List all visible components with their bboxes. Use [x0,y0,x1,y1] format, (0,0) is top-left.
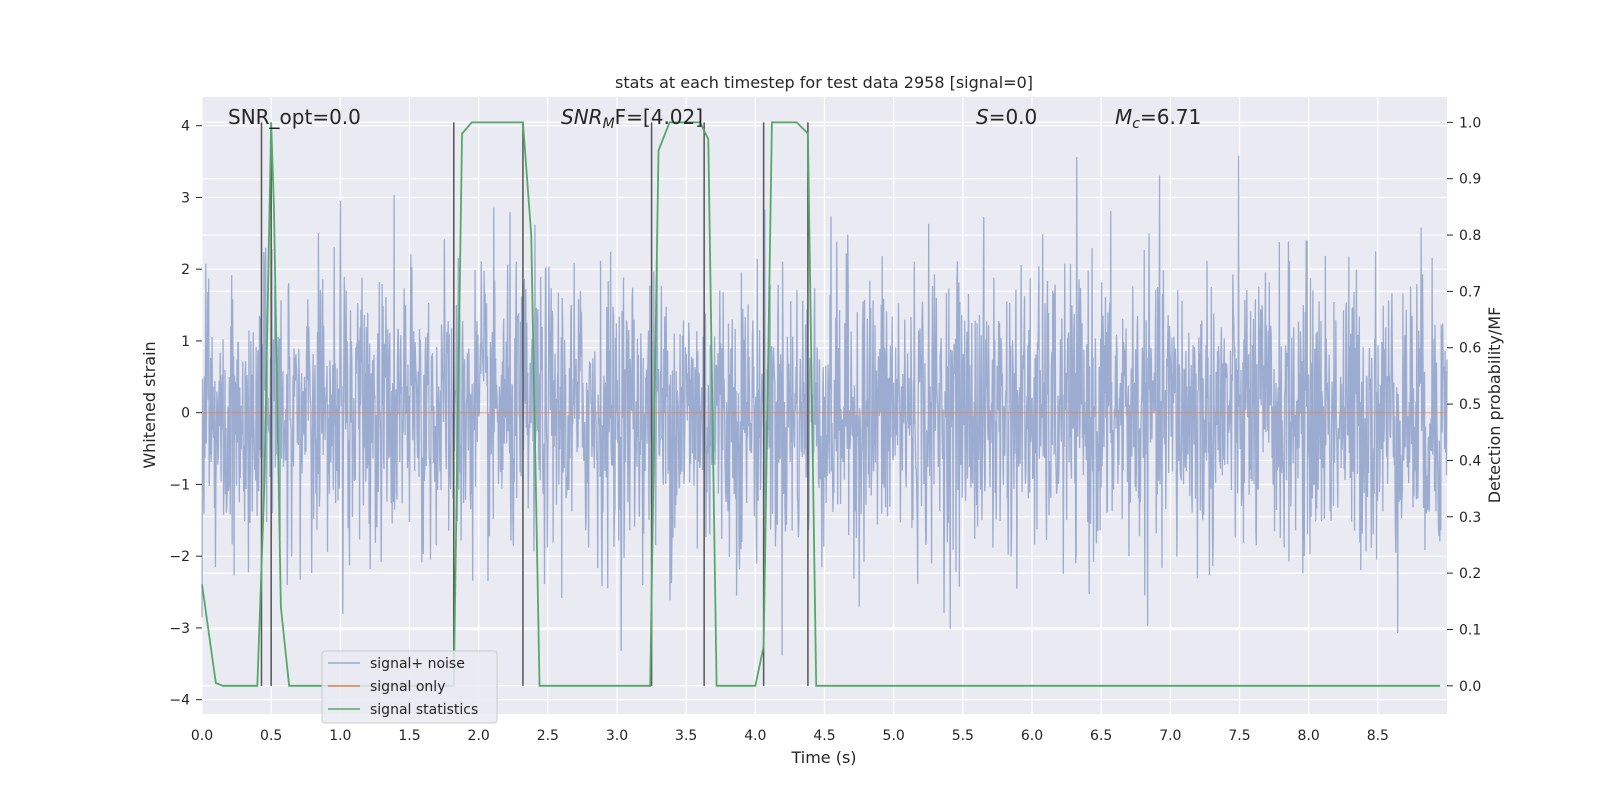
x-tick-label: 3.5 [675,728,697,744]
annotation-snr-mf-rest: F=[4.02] [615,105,703,129]
annotation-mc-rest: =6.71 [1140,105,1201,129]
y-right-tick-labels: 1.0 0.9 0.8 0.7 0.6 0.5 0.4 0.3 0.2 0.1 0.0 [1447,115,1481,695]
chart-title: stats at each timestep for test data 295… [615,73,1033,92]
vertical-markers [260,122,809,686]
x-tick-label: 0.0 [191,728,213,744]
y-right-tick-label: 0.0 [1459,679,1481,695]
x-tick-label: 0.5 [260,728,282,744]
annotation-mc: Mc=6.71 [1115,105,1201,132]
x-tick-label: 7.5 [1228,728,1250,744]
annotation-snr-opt: SNR_opt=0.0 [228,105,361,129]
y-tick-labels: 4 3 2 1 0 −1 −2 −3 −4 [169,119,202,709]
y-right-tick-label: 0.1 [1459,622,1481,638]
legend-label-signal-statistics: signal statistics [370,702,478,718]
x-tick-label: 4.0 [744,728,766,744]
y-right-tick-label: 0.5 [1459,397,1481,413]
x-tick-label: 7.0 [1159,728,1181,744]
y-tick-label: −1 [169,477,190,493]
x-tick-label: 4.5 [813,728,835,744]
y-tick-label: 0 [181,406,190,422]
annotation-s-rest: =0.0 [989,105,1038,129]
legend-label-signal-noise: signal+ noise [370,656,465,672]
annotation-s-base: S [976,105,989,129]
signal-noise-series [201,155,1448,656]
x-tick-label: 1.5 [398,728,420,744]
annotation-mc-sub: c [1132,116,1140,132]
y-right-tick-label: 0.6 [1459,341,1481,357]
x-tick-label: 2.0 [468,728,490,744]
x-tick-labels: 0.0 0.5 1.0 1.5 2.0 2.5 3.0 3.5 4.0 4.5 5.0 5.5 6.0 6… [191,728,1389,744]
annotation-snr-mf: SNRMF=[4.02] [561,105,703,132]
x-tick-label: 5.0 [883,728,905,744]
y-right-tick-label: 0.9 [1459,172,1481,188]
y-tick-label: −2 [169,549,190,565]
y-right-tick-label: 0.2 [1459,566,1481,582]
annotation-snr-mf-sub: M [603,116,615,132]
x-tick-label: 6.5 [1090,728,1112,744]
annotation-mc-base: M [1115,105,1132,129]
x-tick-label: 6.0 [1021,728,1043,744]
y-tick-label: 1 [181,334,190,350]
y-tick-label: −4 [169,693,190,709]
y-tick-label: −3 [169,621,190,637]
x-tick-label: 3.0 [606,728,628,744]
signal-noise-line [201,155,1448,656]
y-right-axis-label: Detection probability/MF [1485,307,1504,504]
y-right-tick-label: 0.3 [1459,510,1481,526]
legend-label-signal-only: signal only [370,679,445,695]
x-tick-label: 8.5 [1367,728,1389,744]
signal-statistics-series [201,121,1441,687]
legend-box [321,650,498,724]
y-right-tick-label: 1.0 [1459,115,1481,131]
annotation-snr-mf-base: SNR [561,105,603,129]
y-right-tick-label: 0.7 [1459,284,1481,300]
x-tick-label: 1.0 [329,728,351,744]
annotation-s: S=0.0 [976,105,1037,129]
y-right-tick-label: 0.4 [1459,453,1481,469]
x-tick-label: 5.5 [952,728,974,744]
y-tick-label: 3 [181,190,190,206]
y-tick-label: 4 [181,119,190,135]
y-tick-label: 2 [181,262,190,278]
legend: signal+ noise signal only signal statist… [321,650,498,724]
x-tick-label: 2.5 [537,728,559,744]
y-axis-label: Whitened strain [140,341,159,468]
signal-statistics-line [201,121,1441,687]
x-axis-label: Time (s) [790,748,856,767]
y-right-tick-label: 0.8 [1459,228,1481,244]
x-tick-label: 8.0 [1298,728,1320,744]
